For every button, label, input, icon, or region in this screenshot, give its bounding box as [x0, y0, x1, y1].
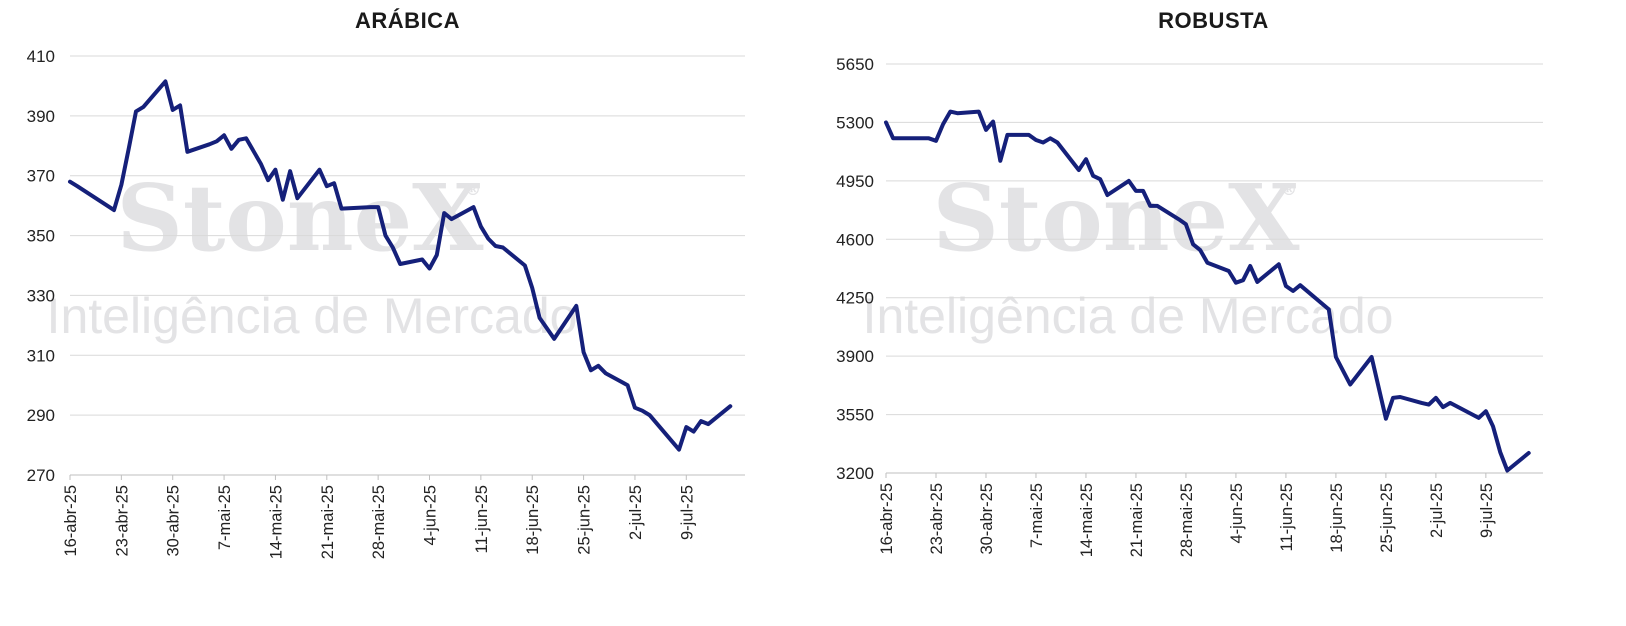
x-tick-label: 23-abr-25: [113, 485, 131, 557]
x-tick-label: 9-jul-25: [1478, 483, 1496, 538]
chart-title: ARÁBICA: [355, 8, 460, 33]
y-tick-label: 410: [27, 47, 55, 66]
price-series-line: [884, 109, 1531, 473]
x-tick-label: 21-mai-25: [1128, 483, 1146, 557]
x-tick-label: 28-mai-25: [1178, 483, 1196, 557]
chart-title: ROBUSTA: [1158, 8, 1269, 33]
y-tick-label: 370: [27, 167, 55, 186]
x-tick-label: 18-jun-25: [524, 485, 542, 555]
x-tick-label: 9-jul-25: [678, 485, 696, 540]
y-tick-label: 350: [27, 227, 55, 246]
y-tick-label: 3200: [836, 464, 874, 483]
arabica-plot-area: StoneX® Inteligência de Mercado 410 390 370 3…: [27, 47, 745, 559]
y-tick-label: 310: [27, 346, 55, 365]
y-tick-label: 5650: [836, 55, 874, 74]
price-series-line: [68, 79, 733, 452]
y-tick-label: 3550: [836, 406, 874, 425]
y-tick-label: 4950: [836, 172, 874, 191]
y-tick-label: 330: [27, 286, 55, 305]
x-tick-label: 30-abr-25: [978, 483, 996, 555]
watermark-brand: StoneX: [932, 164, 1300, 272]
x-tick-label: 4-jun-25: [1228, 483, 1246, 544]
x-tick-label: 14-mai-25: [267, 485, 285, 559]
y-tick-label: 4600: [836, 230, 874, 249]
x-tick-label: 21-mai-25: [319, 485, 337, 559]
x-tick-label: 2-jul-25: [1428, 483, 1446, 538]
watermark-brand: StoneX: [116, 164, 484, 272]
arabica-chart: ARÁBICA StoneX ® Inteligência de Mercado 41…: [0, 0, 800, 626]
x-tick-label: 23-abr-25: [928, 483, 946, 555]
x-tick-label: 14-mai-25: [1078, 483, 1096, 557]
y-tick-label: 290: [27, 406, 55, 425]
x-tick-label: 7-mai-25: [1028, 483, 1046, 548]
robusta-chart: ROBUSTA StoneX ® Inteligência de Mercado 56…: [826, 0, 1626, 626]
y-tick-label: 4250: [836, 289, 874, 308]
y-tick-label: 3900: [836, 347, 874, 366]
robusta-plot-area: StoneX®Inteligência de Mercado5650530049…: [836, 55, 1543, 557]
x-tick-label: 16-abr-25: [878, 483, 896, 555]
x-tick-label: 11-jun-25: [473, 485, 491, 554]
x-tick-label: 18-jun-25: [1328, 483, 1346, 553]
x-tick-label: 11-jun-25: [1278, 483, 1296, 551]
y-tick-label: 390: [27, 107, 55, 126]
x-tick-label: 4-jun-25: [422, 485, 440, 546]
y-tick-label: 5300: [836, 113, 874, 132]
watermark-subtitle: Inteligência de Mercado: [47, 288, 578, 344]
x-tick-label: 16-abr-25: [62, 485, 80, 557]
x-tick-label: 25-jun-25: [1378, 483, 1396, 553]
x-tick-label: 2-jul-25: [627, 485, 645, 540]
x-tick-label: 28-mai-25: [370, 485, 388, 559]
watermark-registered-mark: ®: [1281, 180, 1297, 199]
y-tick-label: 270: [27, 466, 55, 485]
x-tick-label: 30-abr-25: [165, 485, 183, 557]
watermark-registered-mark: ®: [465, 180, 481, 199]
x-tick-label: 7-mai-25: [216, 485, 234, 550]
x-tick-label: 25-jun-25: [576, 485, 594, 555]
